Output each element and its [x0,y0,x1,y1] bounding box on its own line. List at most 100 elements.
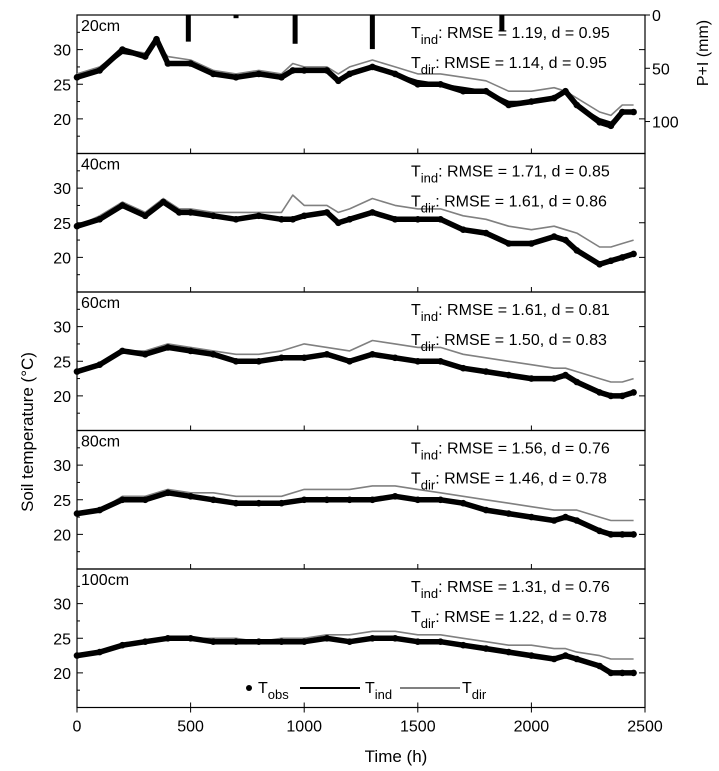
stats-symbol: T [411,332,421,349]
stats-text: : RMSE = 1.61, d = 0.86 [435,194,607,211]
x-tick-label: 2500 [627,719,663,736]
y-tick-label: 25 [53,216,71,233]
depth-label: 20cm [81,18,120,35]
stats-symbol: T [411,194,421,211]
x-axis-label: Time (h) [365,747,428,766]
legend-subscript: dir [472,687,487,702]
series-dir-line [76,485,634,522]
x-tick-label: 500 [177,719,204,736]
stats-annotation: Tind: RMSE = 1.71, d = 0.85 [411,164,610,186]
y-tick-label: 20 [53,250,71,267]
stats-annotation: Tind: RMSE = 1.31, d = 0.76 [411,579,610,601]
y-tick-label: 25 [53,354,71,371]
stats-subscript: ind [421,309,438,324]
panel-60cm: 20 25 30 60cm Tind: RMSE = 1.61, d = 0.81 Tdi… [53,291,646,432]
y-tick-label: 25 [53,77,71,94]
obs-point [596,119,603,126]
legend-symbol: T [365,680,375,697]
stats-text: : RMSE = 1.50, d = 0.83 [435,332,607,349]
stats-text: : RMSE = 1.56, d = 0.76 [438,441,610,458]
panel-20cm: 20 25 30 20cm Tind: RMSE = 1.19, d = 0.95 Tdi… [53,8,712,155]
y-tick-label: 30 [53,43,71,60]
y-tick-label: 30 [53,458,71,475]
y-axis-label: Soil temperature (°C) [18,352,37,512]
stats-symbol: T [411,609,421,626]
stats-annotation: Tdir: RMSE = 1.61, d = 0.86 [411,194,607,216]
y-tick-label: 20 [53,112,71,129]
series-dir-line [76,194,634,248]
secondary-tick-label: 50 [652,61,670,78]
legend-entry-obs: Tobs [246,680,289,702]
stats-annotation: Tdir: RMSE = 1.22, d = 0.78 [411,609,607,631]
depth-label: 60cm [81,295,120,312]
stats-annotation: Tind: RMSE = 1.56, d = 0.76 [411,441,610,463]
series-dir-line [76,630,634,660]
secondary-tick-label: 100 [652,115,679,132]
stats-symbol: T [411,302,421,319]
legend-marker [246,685,252,691]
stats-subscript: dir [421,616,436,631]
y-tick-label: 25 [53,493,71,510]
stats-symbol: T [411,579,421,596]
y-tick-label: 20 [53,389,71,406]
stats-subscript: ind [421,586,438,601]
legend-symbol: T [462,680,472,697]
depth-label: 100cm [81,572,129,589]
stats-annotation: Tdir: RMSE = 1.50, d = 0.83 [411,332,607,354]
legend-label: Tind [365,680,392,702]
series-ind-line [76,41,634,124]
series-ind-line [76,637,634,674]
stats-text: : RMSE = 1.19, d = 0.95 [438,25,610,42]
stats-subscript: ind [421,171,438,186]
depth-label: 80cm [81,434,120,451]
stats-symbol: T [411,25,421,42]
series-ind-line [76,491,634,536]
legend-subscript: ind [375,687,392,702]
stats-subscript: dir [421,478,436,493]
secondary-tick-label: 0 [652,8,661,25]
y-tick-label: 30 [53,181,71,198]
stats-annotation: Tdir: RMSE = 1.46, d = 0.78 [411,471,607,493]
legend-entry-dir: Tdir [400,680,487,702]
stats-text: : RMSE = 1.46, d = 0.78 [435,471,607,488]
legend: Tobs Tind Tdir [246,680,487,702]
x-tick-label: 0 [73,719,82,736]
x-tick-label: 1500 [400,719,436,736]
obs-point [459,87,467,95]
legend-entry-ind: Tind [300,680,392,702]
series-obs-line [74,199,637,268]
secondary-axis-label: P+I (mm) [695,20,712,86]
depth-label: 40cm [81,157,120,174]
stats-symbol: T [411,164,421,181]
y-tick-label: 30 [53,320,71,337]
x-tick-label: 2000 [514,719,550,736]
stats-subscript: dir [421,201,436,216]
stats-symbol: T [411,441,421,458]
y-tick-label: 20 [53,527,71,544]
legend-label: Tdir [462,680,487,702]
stats-subscript: dir [421,62,436,77]
stats-annotation: Tind: RMSE = 1.61, d = 0.81 [411,302,610,324]
stats-annotation: Tdir: RMSE = 1.14, d = 0.95 [411,55,607,77]
stats-symbol: T [411,55,421,72]
series-dir-line [76,339,634,383]
obs-point [414,81,422,88]
x-tick-label: 1000 [286,719,322,736]
series-ind-line [76,346,634,397]
obs-point [505,101,512,109]
legend-label: Tobs [258,680,289,702]
stats-text: : RMSE = 1.22, d = 0.78 [435,609,607,626]
series-obs-line [74,635,637,676]
stats-subscript: ind [421,32,438,47]
legend-symbol: T [258,680,268,697]
series-obs-line [74,344,637,399]
obs-point [119,46,126,53]
y-tick-label: 20 [53,666,71,683]
y-tick-label: 30 [53,597,71,614]
series-obs-line [74,36,637,129]
